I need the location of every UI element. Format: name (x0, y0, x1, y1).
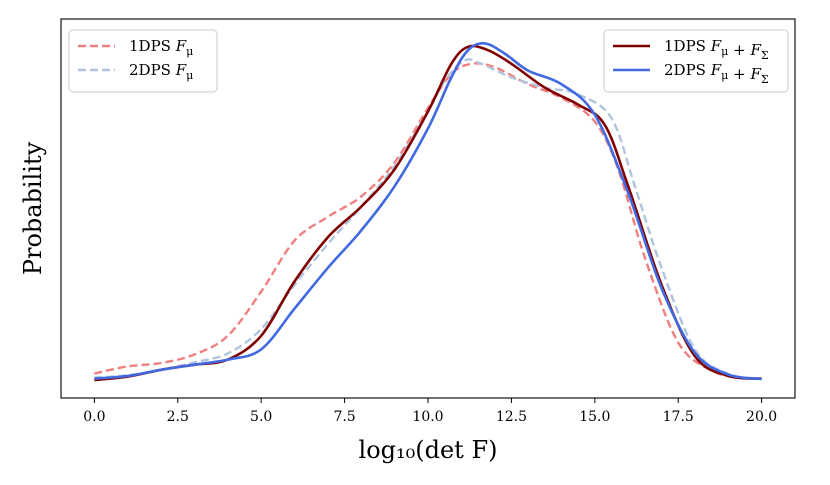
legend-left: 1DPS Fμ 2DPS Fμ (68, 29, 218, 93)
x-tick-label: 2.5 (167, 409, 189, 425)
x-tick-label: 17.5 (663, 409, 694, 425)
x-tick-label: 5.0 (250, 409, 272, 425)
series-line-4 (94, 41, 762, 381)
legend-label-3: 1DPS Fμ + FΣ (664, 37, 769, 62)
x-tick-label: 15.0 (579, 409, 610, 425)
series-layer (94, 41, 762, 382)
legend-label-4: 2DPS Fμ + FΣ (664, 61, 769, 86)
x-tick-label: 20.0 (746, 409, 777, 425)
x-axis-label: log₁₀(det F) (359, 436, 498, 464)
x-ticks: 0.0 2.5 5.0 7.5 10.0 12.5 15.0 17.5 20.0 (83, 398, 777, 425)
x-tick-label: 12.5 (496, 409, 527, 425)
series-line-2 (94, 58, 762, 380)
x-tick-label: 10.0 (412, 409, 443, 425)
y-axis-label: Probability (19, 141, 47, 275)
x-tick-label: 0.0 (83, 409, 105, 425)
x-tick-label: 7.5 (333, 409, 355, 425)
legend-label-2: 2DPS Fμ (129, 61, 193, 82)
legend-label-1: 1DPS Fμ (129, 37, 193, 58)
